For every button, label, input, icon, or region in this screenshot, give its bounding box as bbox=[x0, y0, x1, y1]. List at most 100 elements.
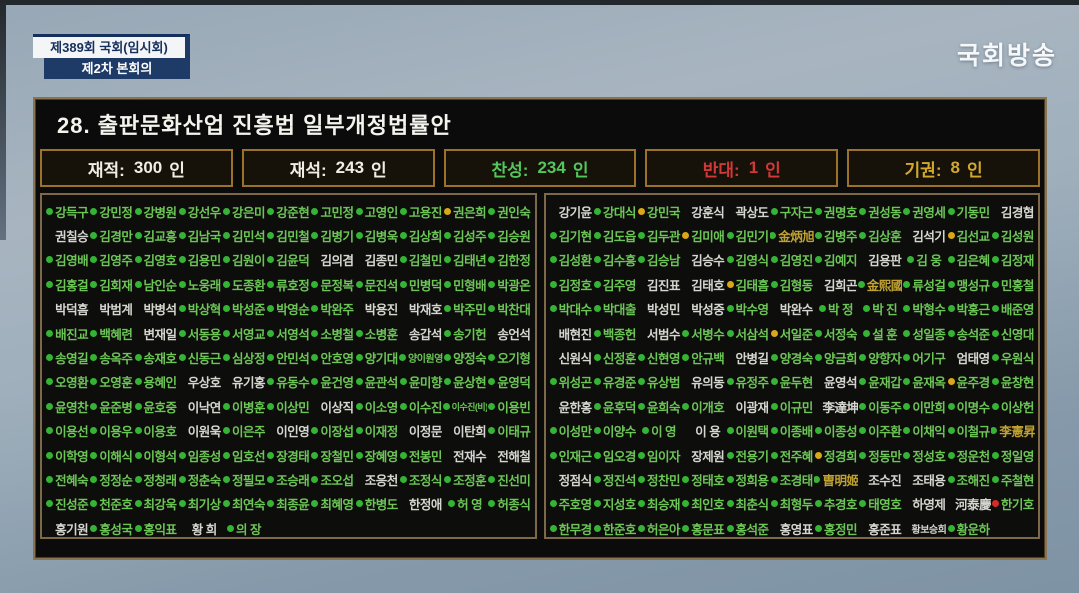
member-cell: 윤관석 bbox=[355, 370, 399, 394]
member-cell: 최인호 bbox=[681, 492, 725, 516]
member-name: 김원이 bbox=[232, 254, 266, 269]
vote-dot-green bbox=[682, 500, 690, 508]
vote-dot-green bbox=[903, 451, 911, 459]
vote-dot-green bbox=[726, 500, 734, 508]
member-name: 백종헌 bbox=[602, 327, 637, 342]
member-name: 강기윤 bbox=[558, 205, 593, 220]
vote-dot-green bbox=[947, 524, 955, 532]
member-cell: 위성곤 bbox=[549, 370, 593, 394]
vote-dot-green bbox=[903, 402, 911, 410]
member-name: 김한정 bbox=[497, 254, 531, 269]
member-name: 정청래 bbox=[143, 473, 178, 488]
vote-dot-green bbox=[46, 402, 54, 410]
vote-dot-green bbox=[947, 427, 955, 435]
member-cell: 황운하 bbox=[947, 516, 991, 540]
vote-dot-green bbox=[267, 329, 275, 337]
member-cell: 박형수 bbox=[902, 297, 946, 321]
vote-dot-green bbox=[770, 378, 778, 386]
member-name: 오기형 bbox=[497, 352, 531, 367]
stat-label: 재적: bbox=[87, 160, 125, 180]
member-cell: 이성만 bbox=[549, 419, 593, 443]
vote-dot-green bbox=[859, 402, 867, 410]
member-name: 이은주 bbox=[232, 425, 266, 440]
vote-dot-green bbox=[947, 207, 955, 215]
member-name: 김미애 bbox=[691, 230, 725, 245]
member-cell: 고용진 bbox=[399, 199, 443, 223]
vote-dot-green bbox=[814, 256, 822, 264]
stat-label: 재석: bbox=[289, 160, 327, 180]
member-name: 송기헌 bbox=[453, 327, 487, 342]
vote-dot-green bbox=[770, 475, 778, 483]
member-name: 윤재옥 bbox=[912, 376, 946, 391]
vote-dot-green bbox=[267, 232, 275, 240]
member-cell: 이용선 bbox=[45, 419, 89, 443]
member-name: 장혜영 bbox=[364, 449, 399, 464]
member-cell: 맹성규 bbox=[947, 272, 991, 296]
member-name: 구자근 bbox=[779, 205, 814, 220]
member-cell: 이철규 bbox=[947, 419, 991, 443]
member-name: 허 영 bbox=[457, 498, 483, 513]
member-cell: 김예지 bbox=[814, 248, 858, 272]
member-cell: 한정애 bbox=[399, 492, 443, 516]
member-cell: 박성중 bbox=[681, 297, 725, 321]
member-name: 권칠승 bbox=[55, 230, 89, 245]
member-name: 조수진 bbox=[868, 473, 902, 488]
member-name: 민형배 bbox=[453, 278, 487, 293]
member-cell: 조정훈 bbox=[443, 467, 487, 491]
member-name: 서동용 bbox=[187, 327, 222, 342]
vote-dot-green bbox=[682, 475, 690, 483]
member-cell: 임오경 bbox=[593, 443, 637, 467]
member-cell: 전해철 bbox=[487, 443, 531, 467]
member-cell: 송언석 bbox=[487, 321, 531, 345]
vote-dot-green bbox=[227, 524, 235, 532]
member-cell: 의 장 bbox=[222, 516, 266, 540]
vote-dot-green bbox=[444, 475, 452, 483]
member-name: 송옥주 bbox=[99, 352, 133, 367]
member-name: 허종식 bbox=[497, 498, 531, 513]
member-cell: 김교흥 bbox=[133, 223, 177, 247]
vote-dot-green bbox=[178, 475, 186, 483]
vote-dot-green bbox=[549, 256, 557, 264]
member-name: 김은혜 bbox=[956, 254, 991, 269]
vote-dot-green bbox=[991, 402, 999, 410]
member-cell: 이 용 bbox=[681, 419, 725, 443]
member-name: 신원식 bbox=[558, 352, 593, 367]
member-name: 박대출 bbox=[602, 303, 637, 318]
vote-dot-green bbox=[903, 329, 911, 337]
member-name: 양금희 bbox=[823, 352, 858, 367]
vote-dot-green bbox=[90, 378, 98, 386]
vote-dot-green bbox=[267, 256, 275, 264]
member-name: 성일종 bbox=[912, 327, 946, 342]
vote-dot-green bbox=[223, 402, 230, 410]
member-name: 김두관 bbox=[647, 230, 681, 245]
member-cell: 김성주 bbox=[443, 223, 487, 247]
vote-dot-green bbox=[355, 402, 363, 410]
member-name: 김철민 bbox=[408, 254, 443, 269]
vote-dot-green bbox=[311, 305, 319, 313]
stat-value: 234 bbox=[537, 158, 566, 177]
member-name: 김의겸 bbox=[320, 254, 354, 269]
member-cell: 이수진 bbox=[399, 394, 443, 418]
vote-dot-green bbox=[593, 256, 601, 264]
member-cell: 이원택 bbox=[725, 419, 769, 443]
stat-value: 300 bbox=[133, 158, 163, 177]
vote-dot-green bbox=[859, 232, 867, 240]
member-cell: 심상정 bbox=[222, 345, 266, 369]
member-cell: 진선미 bbox=[487, 467, 531, 491]
member-cell: 김원이 bbox=[222, 248, 266, 272]
member-cell: 용혜인 bbox=[133, 370, 177, 394]
stat-yes: 찬성: 234 인 bbox=[443, 149, 637, 187]
member-name: 이수진(비) bbox=[451, 401, 488, 412]
member-name: 박광온 bbox=[497, 278, 531, 293]
stat-label: 반대: bbox=[702, 160, 740, 180]
member-name: 추경호 bbox=[823, 498, 858, 513]
stat-no: 반대: 1 인 bbox=[645, 149, 839, 187]
vote-dot-green bbox=[178, 500, 186, 508]
vote-dot-green bbox=[134, 427, 142, 435]
member-name: 최연숙 bbox=[232, 498, 266, 513]
member-cell: 황 희 bbox=[178, 516, 222, 540]
member-cell: 이인영 bbox=[266, 419, 310, 443]
member-name: 우상호 bbox=[187, 376, 222, 391]
member-name: 변재일 bbox=[143, 327, 178, 342]
vote-dot-green bbox=[682, 329, 690, 337]
